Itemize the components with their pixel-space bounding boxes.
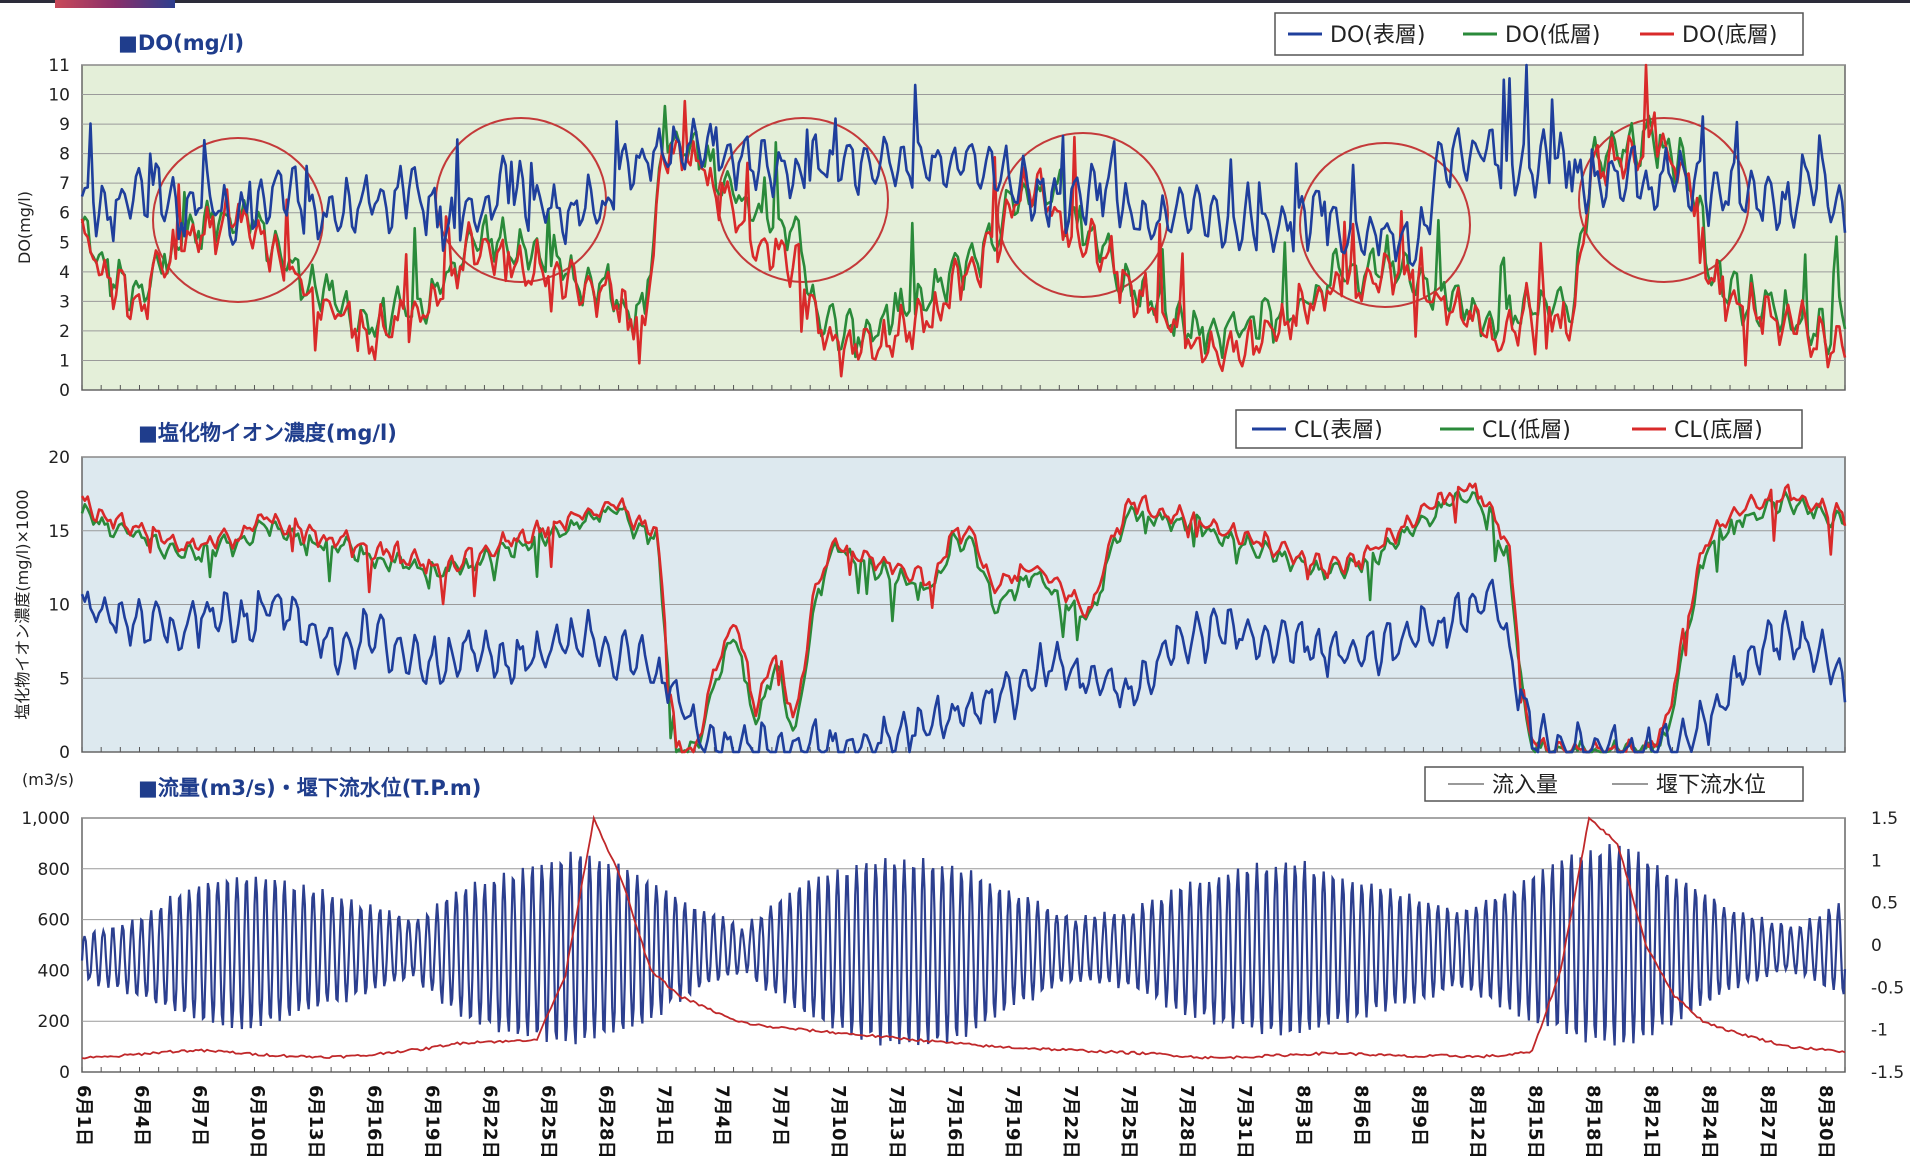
x-tick-label: 8月6日 [1350, 1085, 1371, 1146]
y-tick-label: 400 [38, 961, 70, 981]
legend-box [1235, 409, 1803, 449]
x-tick-label: 7月4日 [712, 1085, 733, 1146]
y-tick-label: 4 [59, 263, 70, 283]
series-water-level [80, 844, 1847, 1046]
y2-tick-label: -0.5 [1871, 978, 1904, 998]
x-tick-label: 6月22日 [479, 1085, 500, 1159]
x-tick-label: 8月27日 [1757, 1085, 1778, 1159]
y-axis-label-2: 塩化物イオン濃度(mg/l)×1000 [13, 489, 32, 719]
x-tick-label: 7月22日 [1060, 1085, 1081, 1159]
y-tick-label: 0 [59, 743, 70, 763]
x-tick-label: 8月18日 [1583, 1085, 1604, 1159]
highlight-circle [997, 132, 1169, 298]
legend-label: DO(底層) [1682, 23, 1777, 48]
legend-label: 堰下流水位 [1656, 773, 1766, 798]
legend-box [1274, 12, 1804, 56]
x-tick-label: 7月10日 [828, 1085, 849, 1159]
x-tick-label: 8月12日 [1466, 1085, 1487, 1159]
y-tick-label: 5 [59, 233, 70, 253]
x-tick-label: 8月21日 [1641, 1085, 1662, 1159]
chart-title-3: ■流量(m3/s)・堰下流水位(T.P.m) [138, 776, 481, 800]
top-edge-gradient [55, 0, 175, 8]
legend-label: CL(底層) [1674, 418, 1763, 443]
x-tick-label: 6月10日 [247, 1085, 268, 1159]
y-tick-label: 200 [38, 1012, 70, 1032]
y2-tick-label: -1 [1871, 1021, 1888, 1041]
legend-2: CL(表層) CL(低層) CL(底層) [1235, 409, 1803, 449]
legend-label: DO(低層) [1505, 23, 1600, 48]
legend-label: CL(低層) [1482, 418, 1571, 443]
y-tick-label: 1 [59, 351, 70, 371]
y-axis-label-3: (m3/s) [22, 770, 74, 789]
highlight-circle [1299, 142, 1471, 308]
y-tick-label: 0 [59, 381, 70, 401]
x-tick-label: 6月7日 [189, 1085, 210, 1146]
x-tick-label: 7月28日 [1176, 1085, 1197, 1159]
y2-tick-label: 1.5 [1871, 809, 1898, 829]
x-tick-label: 8月24日 [1699, 1085, 1720, 1159]
x-tick-label: 6月19日 [421, 1085, 442, 1159]
y-tick-label: 2 [59, 322, 70, 342]
y-tick-label: 9 [59, 115, 70, 135]
series-cl-surface [80, 578, 1847, 754]
y-tick-label: 1,000 [21, 809, 70, 829]
y-tick-label: 8 [59, 145, 70, 165]
y-tick-label: 20 [48, 448, 70, 468]
y-tick-label: 10 [48, 86, 70, 106]
top-edge-bar [0, 0, 1910, 3]
x-tick-label: 7月19日 [1002, 1085, 1023, 1159]
x-tick-label: 6月1日 [73, 1085, 94, 1146]
x-tick-label: 6月28日 [596, 1085, 617, 1159]
x-tick-label: 7月16日 [944, 1085, 965, 1159]
series-do-surface [80, 63, 1847, 267]
legend-3: 流入量 堰下流水位 [1424, 766, 1804, 802]
series-inflow [81, 814, 1846, 1060]
y-tick-label: 800 [38, 860, 70, 880]
y2-tick-label: -1.5 [1871, 1063, 1904, 1083]
y-tick-label: 15 [48, 522, 70, 542]
x-tick-label: 8月3日 [1292, 1085, 1313, 1146]
y-tick-label: 7 [59, 174, 70, 194]
chart-title-2: ■塩化物イオン濃度(mg/l) [138, 421, 397, 445]
x-tick-label: 7月13日 [886, 1085, 907, 1159]
y-tick-label: 0 [59, 1063, 70, 1083]
legend-label: DO(表層) [1330, 23, 1425, 48]
legend-label: 流入量 [1492, 773, 1558, 798]
y-tick-label: 11 [48, 56, 70, 76]
y-tick-label: 5 [59, 669, 70, 689]
legend-1: DO(表層) DO(低層) DO(底層) [1274, 12, 1804, 56]
y-tick-label: 10 [48, 596, 70, 616]
plot-area-1 [81, 64, 1846, 391]
x-tick-label: 7月31日 [1234, 1085, 1255, 1159]
chart-title-1: ■DO(mg/l) [118, 31, 244, 55]
x-tick-label: 6月16日 [363, 1085, 384, 1159]
y-axis-label-1: DO(mg/l) [15, 191, 34, 264]
x-tick-label: 8月15日 [1525, 1085, 1546, 1159]
legend-label: CL(表層) [1294, 418, 1383, 443]
y2-tick-label: 1 [1871, 851, 1882, 871]
x-tick-label: 6月4日 [131, 1085, 152, 1146]
x-tick-label: 6月13日 [305, 1085, 326, 1159]
y-tick-label: 3 [59, 292, 70, 312]
y2-tick-label: 0.5 [1871, 894, 1898, 914]
series-do-bottom [80, 63, 1847, 378]
y-tick-label: 600 [38, 911, 70, 931]
x-tick-label: 6月25日 [537, 1085, 558, 1159]
y-tick-label: 6 [59, 204, 70, 224]
highlight-circle [1578, 117, 1750, 283]
y2-tick-label: 0 [1871, 936, 1882, 956]
panel-3: 0 200 400 600 800 1,000 ■流量(m3/s)・堰下流水位(T.P.m)… [21, 766, 1904, 1159]
panel-2: 0 5 10 15 20 ■塩化物イオン濃度(mg/l) 塩化物イオン濃度(mg/l)×10… [13, 409, 1847, 763]
x-tick-label: 7月25日 [1118, 1085, 1139, 1159]
x-tick-label: 7月7日 [770, 1085, 791, 1146]
x-tick-label: 7月1日 [654, 1085, 675, 1146]
highlight-circle [717, 117, 889, 283]
x-tick-label: 8月30日 [1815, 1085, 1836, 1159]
x-tick-label: 8月9日 [1408, 1085, 1429, 1146]
